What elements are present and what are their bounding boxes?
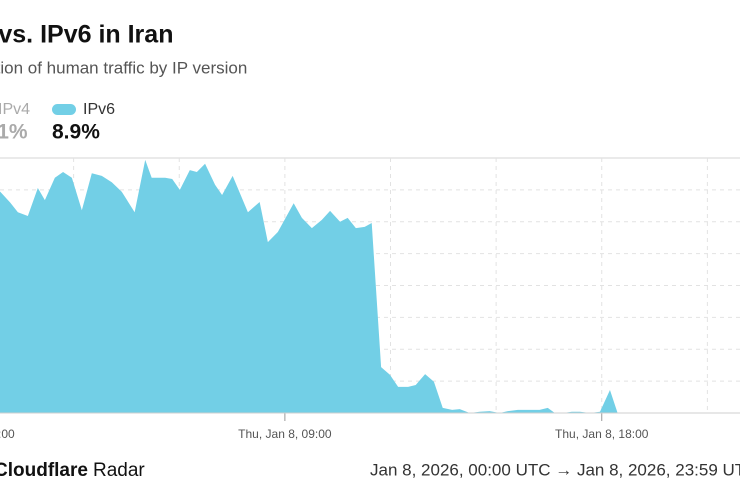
footer-brand: Cloudflare: [0, 460, 88, 481]
legend-value: 8.9%: [52, 121, 100, 144]
legend-value: 91.1%: [0, 121, 28, 144]
legend-name: IPv6: [83, 101, 115, 118]
footer-product: Radar: [93, 460, 145, 481]
legend-swatch: [52, 104, 76, 115]
chart-title: IPv4 vs. IPv6 in Iran: [0, 21, 173, 49]
chart-subtitle: Distribution of human traffic by IP vers…: [0, 58, 247, 77]
footer-range: Jan 8, 2026, 00:00 UTC → Jan 8, 2026, 23…: [370, 460, 740, 479]
legend-name: IPv4: [0, 101, 30, 118]
x-tick-label: Thu, Jan 8, 18:00: [555, 427, 649, 441]
area: [0, 159, 618, 413]
x-tick-label: Thu, Jan 8, 09:00: [238, 427, 332, 441]
x-tick-label: Thu, Jan 8, 00:00: [0, 427, 15, 441]
